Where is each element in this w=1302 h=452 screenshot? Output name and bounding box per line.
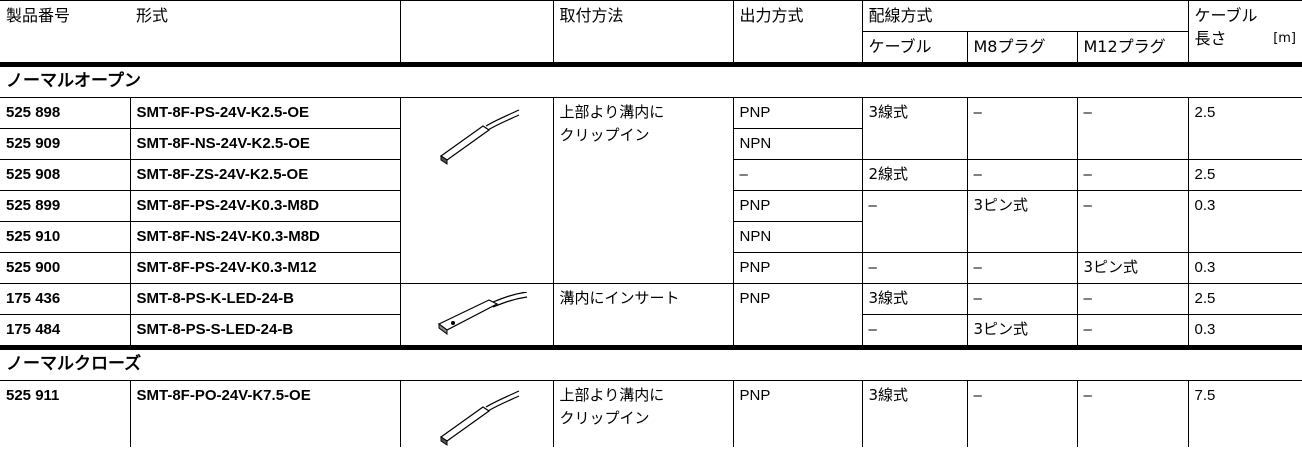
output: – bbox=[732, 159, 863, 191]
type: SMT-8-PS-K-LED-24-B bbox=[129, 283, 401, 315]
mounting-line: 上部より溝内に bbox=[559, 386, 665, 404]
part-no: 175 484 bbox=[0, 314, 131, 348]
type: SMT-8F-PS-24V-K0.3-M8D bbox=[129, 190, 401, 222]
sensor-icon bbox=[439, 109, 519, 165]
mounting-line: 上部より溝内に bbox=[559, 103, 665, 121]
sensor-icon bbox=[439, 390, 519, 446]
m8: 3ピン式 bbox=[966, 190, 1078, 253]
header-cell bbox=[399, 0, 554, 65]
output: PNP bbox=[732, 252, 863, 284]
part-no: 525 909 bbox=[0, 128, 131, 160]
part-no: 525 908 bbox=[0, 159, 131, 191]
output: NPN bbox=[732, 128, 863, 160]
output: PNP bbox=[732, 380, 863, 447]
m12: – bbox=[1076, 380, 1189, 447]
row: 175 484 SMT-8-PS-S-LED-24-B – 3ピン式 – 0.3 bbox=[0, 314, 1302, 348]
cable: – bbox=[861, 190, 968, 253]
cable: 3線式 bbox=[861, 283, 968, 315]
section-title: ノーマルオープン bbox=[0, 62, 1302, 98]
length: 2.5 bbox=[1187, 283, 1302, 315]
sensor-icon bbox=[437, 292, 527, 335]
length: 0.3 bbox=[1187, 252, 1302, 284]
m8: 3ピン式 bbox=[966, 314, 1078, 348]
cable: – bbox=[861, 252, 968, 284]
cable: 3線式 bbox=[861, 97, 968, 160]
output: PNP bbox=[732, 97, 863, 129]
row: 525 910 SMT-8F-NS-24V-K0.3-M8D NPN bbox=[0, 221, 1302, 253]
image-cell bbox=[399, 380, 554, 447]
header-cell: 製品番号 bbox=[0, 0, 130, 65]
type: SMT-8F-PS-24V-K0.3-M12 bbox=[129, 252, 401, 284]
mounting-line: クリップイン bbox=[559, 126, 650, 144]
output: NPN bbox=[732, 221, 863, 253]
row: 525 899 SMT-8F-PS-24V-K0.3-M8D PNP – 3ピン… bbox=[0, 190, 1302, 253]
part-no: 525 910 bbox=[0, 221, 131, 253]
output: PNP bbox=[732, 283, 863, 348]
header-text: 長さ bbox=[1194, 29, 1227, 48]
m12: – bbox=[1076, 283, 1189, 315]
m8: – bbox=[966, 283, 1078, 315]
m8: – bbox=[966, 380, 1078, 447]
row: 525 900 SMT-8F-PS-24V-K0.3-M12 PNP – – 3… bbox=[0, 252, 1302, 284]
m12: – bbox=[1076, 190, 1189, 253]
m8: – bbox=[966, 159, 1078, 191]
header-unit: [m] bbox=[1273, 31, 1296, 46]
length: 7.5 bbox=[1187, 380, 1302, 447]
part-no: 525 899 bbox=[0, 190, 131, 222]
header-cell: M12プラグ bbox=[1076, 31, 1189, 65]
cable: – bbox=[861, 314, 968, 348]
type: SMT-8F-ZS-24V-K2.5-OE bbox=[129, 159, 401, 191]
part-no: 525 911 bbox=[0, 380, 131, 447]
m8: – bbox=[966, 97, 1078, 160]
image-cell bbox=[399, 283, 554, 348]
header-cell: 形式 bbox=[130, 0, 401, 65]
type: SMT-8F-NS-24V-K2.5-OE bbox=[129, 128, 401, 160]
mounting: 上部より溝内に クリップイン bbox=[552, 380, 734, 447]
m12: – bbox=[1076, 314, 1189, 348]
header-cell: M8プラグ bbox=[966, 31, 1078, 65]
length: 2.5 bbox=[1187, 97, 1302, 160]
length: 0.3 bbox=[1187, 190, 1302, 253]
row: 525 898 SMT-8F-PS-24V-K2.5-OE 上部より溝内に クリッ… bbox=[0, 97, 1302, 284]
section-title: ノーマルクローズ bbox=[0, 345, 1302, 381]
m8: – bbox=[966, 252, 1078, 284]
header-row: 製品番号 形式 取付方法 出力方式 配線方式 ケーブル 長さ [m] bbox=[0, 0, 1302, 65]
row: 175 436 SMT-8-PS-K-LED-24-B 溝内にインサート PNP… bbox=[0, 283, 1302, 348]
type: SMT-8F-NS-24V-K0.3-M8D bbox=[129, 221, 401, 253]
cable: 2線式 bbox=[861, 159, 968, 191]
mounting: 溝内にインサート bbox=[552, 283, 734, 348]
mounting-line: 溝内にインサート bbox=[559, 289, 680, 307]
row: 525 908 SMT-8F-ZS-24V-K2.5-OE – 2線式 – – … bbox=[0, 159, 1302, 191]
row: 525 911 SMT-8F-PO-24V-K7.5-OE 上部より溝内に クリッ… bbox=[0, 380, 1302, 447]
header-cell: 取付方法 bbox=[552, 0, 734, 65]
type: SMT-8F-PO-24V-K7.5-OE bbox=[129, 380, 401, 447]
part-no: 525 898 bbox=[0, 97, 131, 129]
mounting: 上部より溝内に クリップイン bbox=[552, 97, 734, 284]
header-text: ケーブル bbox=[1194, 6, 1258, 25]
m12: – bbox=[1076, 97, 1189, 160]
length: 2.5 bbox=[1187, 159, 1302, 191]
header-row: ケーブル M8プラグ M12プラグ bbox=[0, 31, 1302, 65]
header-cell: 出力方式 bbox=[732, 0, 863, 65]
length: 0.3 bbox=[1187, 314, 1302, 348]
type: SMT-8F-PS-24V-K2.5-OE bbox=[129, 97, 401, 129]
m12: – bbox=[1076, 159, 1189, 191]
header-cell: ケーブル長さ [m] bbox=[1187, 0, 1302, 65]
type: SMT-8-PS-S-LED-24-B bbox=[129, 314, 401, 348]
m12: 3ピン式 bbox=[1076, 252, 1189, 284]
header-cell: ケーブル bbox=[861, 31, 968, 65]
output: PNP bbox=[732, 190, 863, 222]
part-no: 525 900 bbox=[0, 252, 131, 284]
mounting-line: クリップイン bbox=[559, 409, 650, 427]
part-no: 175 436 bbox=[0, 283, 131, 315]
section-row: ノーマルオープン bbox=[0, 62, 1302, 98]
header-line: 長さ [m] bbox=[1195, 27, 1297, 50]
header-cell: 配線方式 bbox=[861, 0, 1189, 32]
section-row: ノーマルクローズ bbox=[0, 345, 1302, 381]
image-cell bbox=[399, 97, 554, 284]
cable: 3線式 bbox=[861, 380, 968, 447]
